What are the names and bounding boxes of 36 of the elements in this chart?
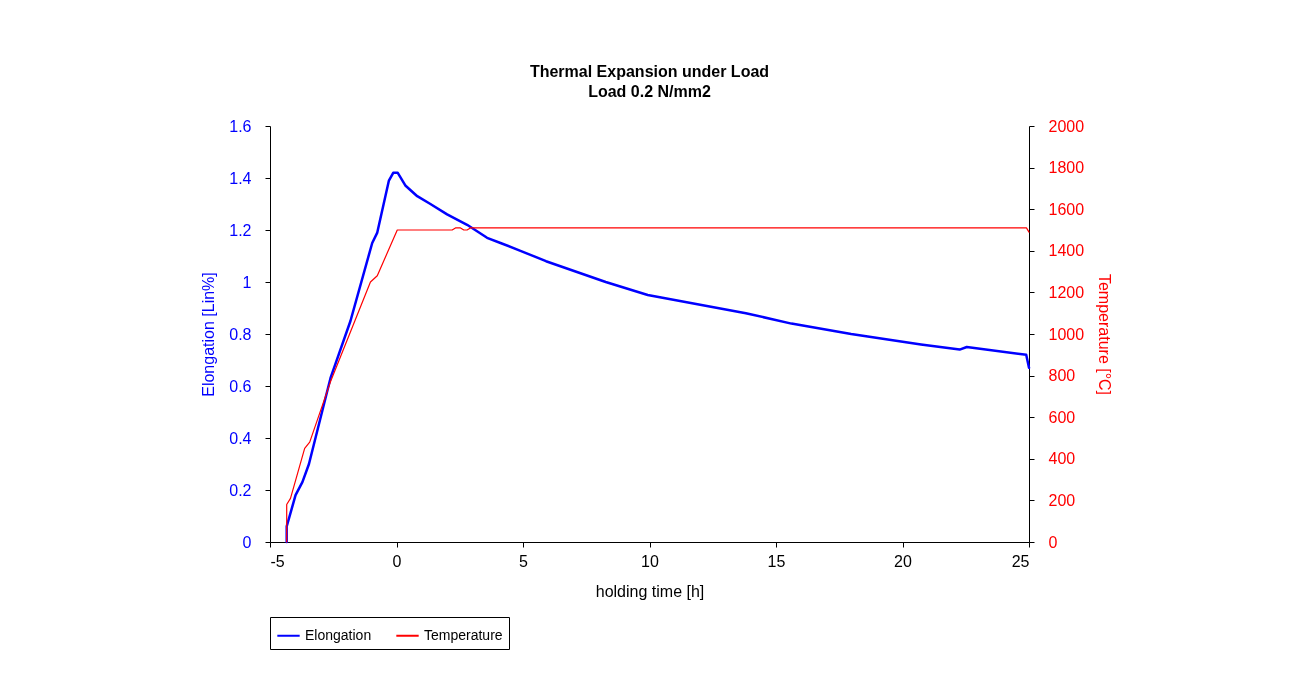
y-tick-label: 0.2 [229,481,252,499]
y2-tick-label: 1600 [1048,200,1085,218]
y-tick-label: 1.4 [229,169,252,187]
x-axis-title: holding time [h] [595,582,705,600]
x-tick-label: 10 [641,552,659,570]
y2-tick-label: 0 [1048,533,1058,551]
legend-label: Temperature [424,626,503,643]
y2-tick-label: 1400 [1048,242,1085,260]
legend-label: Elongation [305,626,372,643]
y2-tick-label: 1000 [1048,325,1085,343]
y-tick-label: 0.8 [229,325,252,343]
y-tick-label: 1.2 [229,221,252,239]
y2-tick-label: 600 [1048,408,1076,426]
x-tick-label: 0 [392,552,402,570]
y-tick-label: 0.6 [229,377,252,395]
x-tick-label: -5 [270,552,285,570]
y2-axis-title: Temperature [°C] [1096,273,1114,396]
chart-title: Thermal Expansion under Load [529,63,770,80]
y2-tick-label: 2000 [1048,117,1085,135]
line-series [285,171,1031,544]
y-tick-label: 0 [242,533,252,551]
y2-tick-label: 800 [1048,367,1076,385]
line-series [286,227,1030,543]
y2-tick-label: 200 [1048,491,1076,509]
y-tick-label: 1.6 [229,117,252,135]
x-tick-label: 5 [519,552,529,570]
x-tick-label: 20 [894,552,912,570]
y-tick-label: 1 [242,273,252,291]
y-tick-label: 0.4 [229,429,252,447]
y-axis-title: Elongation [Lin%] [200,272,218,397]
y2-tick-label: 400 [1048,450,1076,468]
x-tick-label: 15 [767,552,786,570]
y2-tick-label: 1200 [1048,283,1085,301]
y2-tick-label: 1800 [1048,159,1085,177]
chart-subtitle: Load 0.2 N/mm2 [588,83,711,100]
x-tick-label: 25 [1011,552,1030,570]
